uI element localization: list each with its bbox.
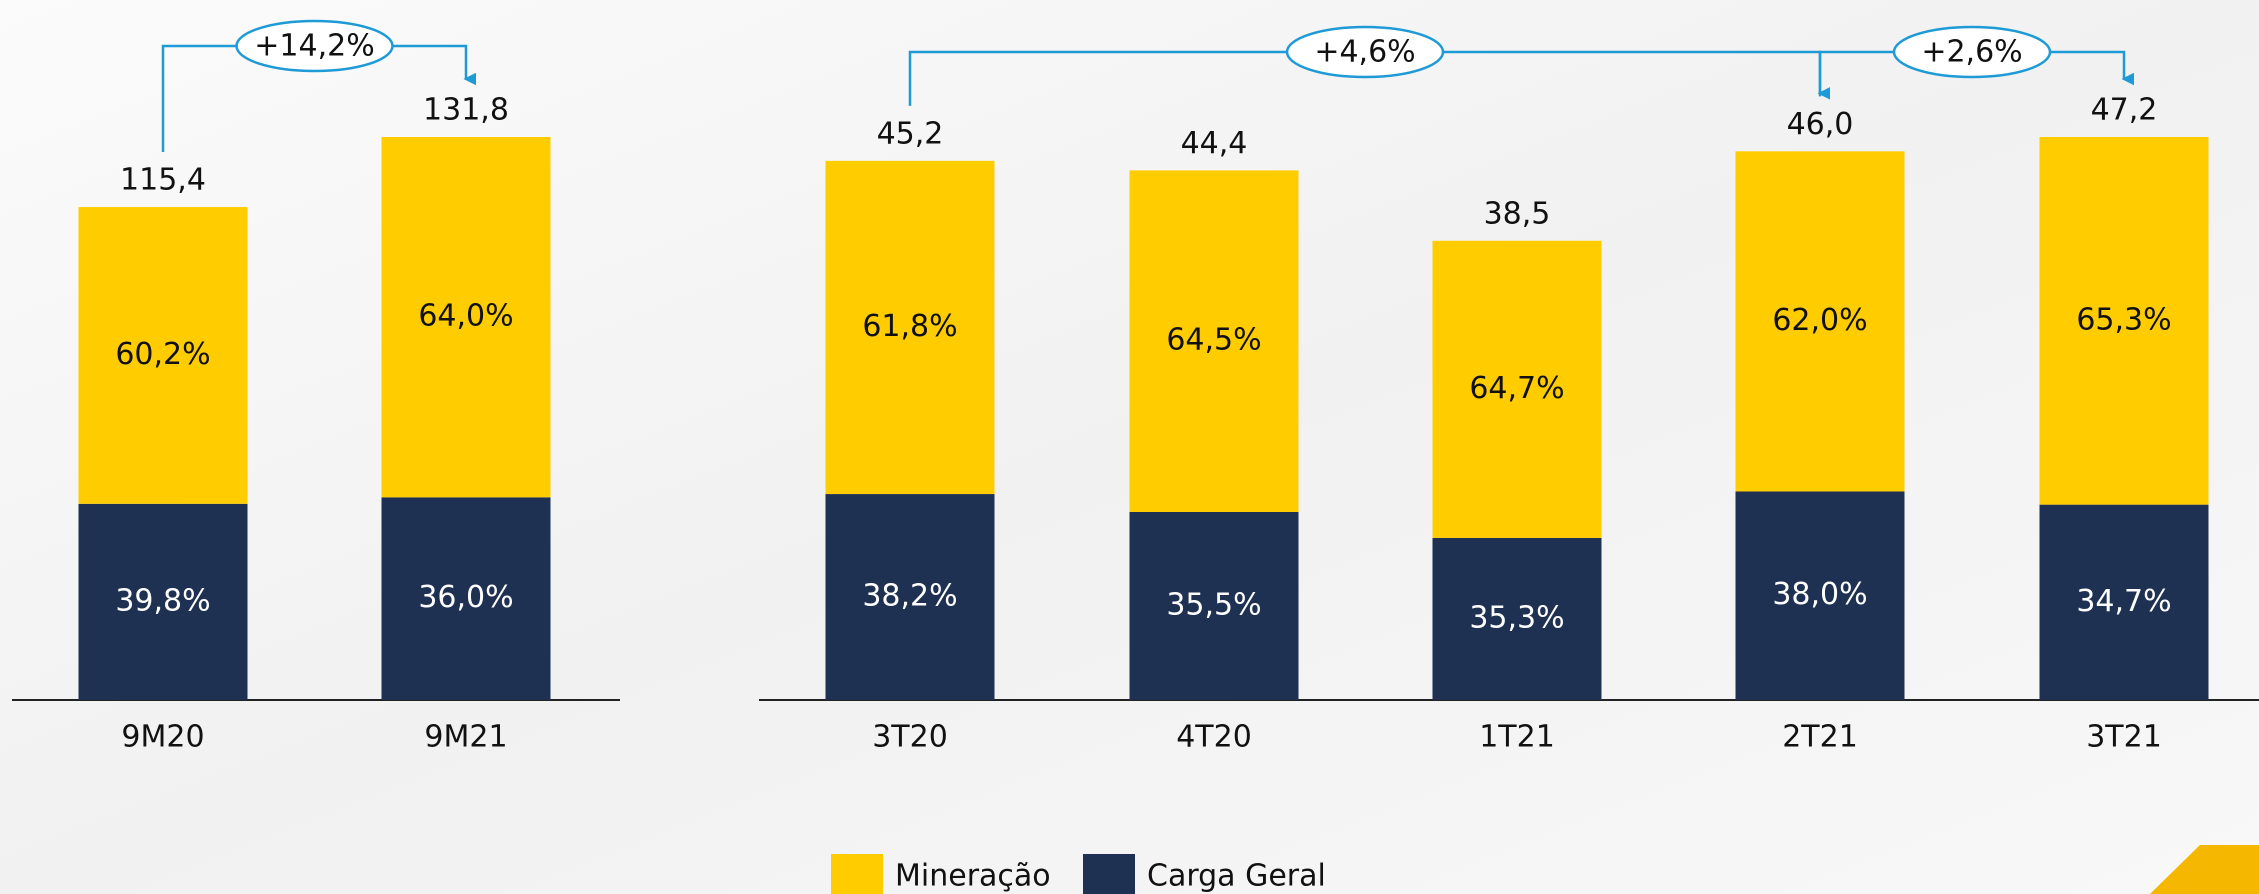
bar-segment <box>825 160 995 495</box>
total-label: 44,4 <box>1181 126 1248 161</box>
bar-segment <box>78 207 248 504</box>
annotation-bubble <box>1892 25 2052 79</box>
legend-label: Carga Geral <box>1147 859 1326 894</box>
segment-label: 38,0% <box>1772 577 1867 612</box>
segment-label: 64,0% <box>418 299 513 334</box>
annotation-bubble <box>1285 25 1445 79</box>
x-tick-label: 4T20 <box>1176 720 1252 755</box>
total-label: 131,8 <box>423 93 509 128</box>
bar-segment <box>825 494 995 700</box>
segment-label: 34,7% <box>2076 584 2171 619</box>
segment-label: 64,5% <box>1166 323 1261 358</box>
bar-segment <box>78 503 248 700</box>
total-label: 38,5 <box>1484 196 1551 231</box>
total-label: 45,2 <box>877 116 944 151</box>
corner-decoration <box>2150 845 2259 894</box>
x-tick-label: 2T21 <box>1782 720 1858 755</box>
x-tick-label: 3T21 <box>2086 720 2162 755</box>
total-label: 47,2 <box>2091 93 2158 128</box>
annotation-bubble <box>235 19 394 73</box>
segment-label: 39,8% <box>115 583 210 618</box>
bar-segment <box>2039 137 2209 505</box>
annotation-label: +4,6% <box>1314 35 1415 70</box>
legend-swatch <box>831 854 883 894</box>
x-tick-label: 1T21 <box>1479 720 1555 755</box>
bar-segment <box>2039 504 2209 700</box>
total-label: 46,0 <box>1787 107 1854 142</box>
x-tick-label: 9M20 <box>121 720 204 755</box>
segment-label: 61,8% <box>862 309 957 344</box>
bar-segment <box>1735 491 1905 700</box>
segment-label: 38,2% <box>862 579 957 614</box>
bar-segment <box>381 497 551 700</box>
legend-swatch <box>1083 854 1135 894</box>
legend-label: Mineração <box>895 859 1051 894</box>
x-tick-label: 9M21 <box>424 720 507 755</box>
annotation-label: +2,6% <box>1921 35 2022 70</box>
bar-segment <box>1129 170 1299 512</box>
bar-segment <box>1735 151 1905 492</box>
segment-label: 35,3% <box>1469 600 1564 635</box>
annotation-label: +14,2% <box>254 29 374 64</box>
segment-label: 36,0% <box>418 580 513 615</box>
segment-label: 60,2% <box>115 337 210 372</box>
bar-segment <box>1432 537 1602 700</box>
x-tick-label: 3T20 <box>872 720 948 755</box>
segment-label: 62,0% <box>1772 303 1867 338</box>
segment-label: 64,7% <box>1469 371 1564 406</box>
bar-segment <box>1432 240 1602 538</box>
bar-segment <box>381 137 551 498</box>
segment-label: 35,5% <box>1166 587 1261 622</box>
total-label: 115,4 <box>120 163 206 198</box>
segment-label: 65,3% <box>2076 302 2171 337</box>
bar-segment <box>1129 511 1299 700</box>
